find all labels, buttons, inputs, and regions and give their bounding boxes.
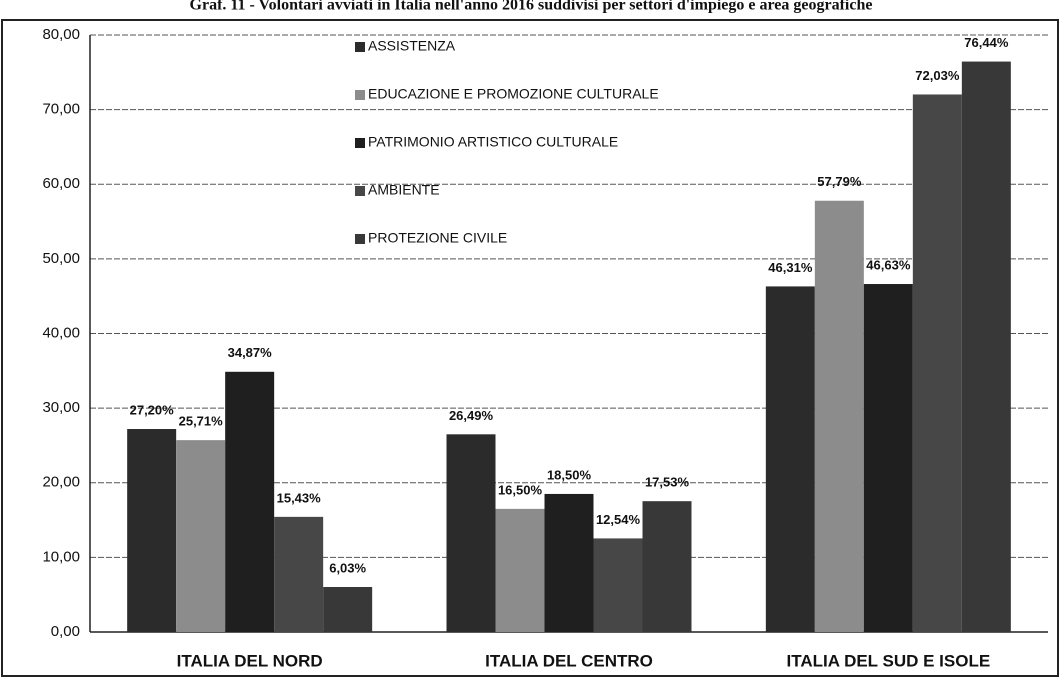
value-label: 76,44% [964,35,1009,50]
legend-label: ASSISTENZA [368,38,456,54]
value-label: 15,43% [277,490,322,505]
y-tick-label: 40,00 [42,324,80,341]
bar [863,284,913,632]
legend-swatch [355,90,365,100]
bar [323,587,373,632]
y-tick-label: 60,00 [42,175,80,192]
bar [225,371,275,632]
value-label: 27,20% [130,402,175,417]
y-tick-label: 10,00 [42,548,80,565]
x-tick-label: ITALIA DEL SUD E ISOLE [786,651,990,670]
y-tick-label: 0,00 [51,623,80,640]
value-label: 46,63% [866,257,911,272]
y-tick-label: 30,00 [42,399,80,416]
chart-border [1,19,1059,677]
y-tick-label: 70,00 [42,101,80,118]
bar [495,508,545,632]
legend-swatch [355,138,365,148]
y-tick-label: 20,00 [42,474,80,491]
bar [814,200,864,632]
x-tick-label: ITALIA DEL CENTRO [485,651,653,670]
y-tick-label: 80,00 [42,26,80,43]
y-tick-label: 50,00 [42,250,80,267]
bar [176,440,226,632]
value-label: 18,50% [547,467,592,482]
chart-title: Graf. 11 - Volontari avviati in Italia n… [190,0,873,14]
bar [912,94,962,632]
value-label: 72,03% [915,68,960,83]
value-label: 57,79% [817,174,862,189]
legend-swatch [355,186,365,196]
legend-label: AMBIENTE [368,182,440,198]
legend-label: PATRIMONIO ARTISTICO CULTURALE [368,134,618,150]
legend-swatch [355,234,365,244]
bar [274,516,324,632]
bar [961,61,1011,632]
value-label: 6,03% [329,560,366,575]
bar [544,493,594,632]
bar [642,501,692,632]
bar [765,286,815,632]
value-label: 46,31% [768,260,813,275]
value-label: 25,71% [179,414,224,429]
value-label: 17,53% [645,475,690,490]
value-label: 16,50% [498,482,543,497]
value-label: 12,54% [596,512,641,527]
legend-label: EDUCAZIONE E PROMOZIONE CULTURALE [368,86,659,102]
bar [127,429,177,632]
value-label: 34,87% [228,345,273,360]
legend-label: PROTEZIONE CIVILE [368,230,507,246]
bar [593,538,643,632]
x-tick-label: ITALIA DEL NORD [177,651,323,670]
bar [446,434,496,632]
value-label: 26,49% [449,408,494,423]
legend-swatch [355,42,365,52]
